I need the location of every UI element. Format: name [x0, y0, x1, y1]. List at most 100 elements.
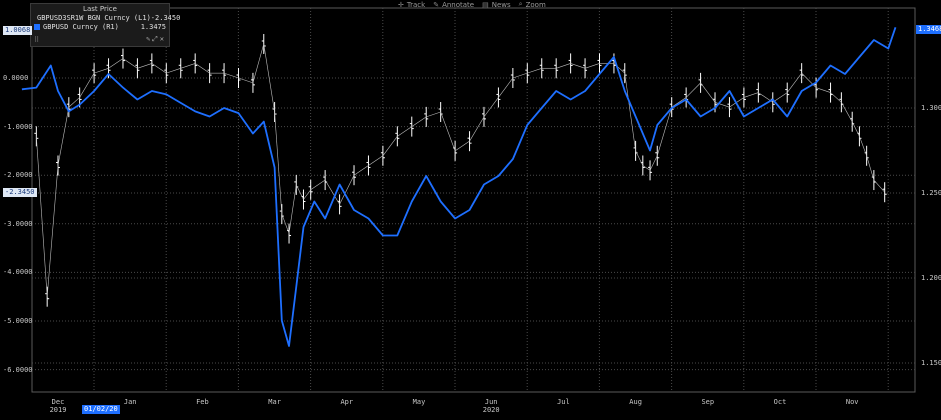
white-series-connector [469, 116, 485, 142]
white-series-connector [411, 116, 427, 127]
legend-controls[interactable]: ✎⤢✕ [146, 35, 166, 44]
left-tick-label: -3.0000 [3, 219, 33, 228]
white-series-connector [786, 72, 802, 93]
white-series-connector [830, 92, 842, 103]
white-series-connector [801, 72, 817, 88]
toolbar-news[interactable]: ▤ News [482, 0, 511, 9]
x-tick-label: Apr [340, 398, 354, 406]
white-series-connector [79, 72, 95, 98]
legend-series-name: GBPUSD3SR1W BGN Curncy (L1) [37, 13, 151, 22]
x-tick-label: Aug [629, 398, 642, 406]
white-series-connector [440, 111, 456, 152]
white-series-connector [656, 107, 672, 156]
edit-icon[interactable]: ✎ [145, 35, 153, 43]
white-series-connector [108, 58, 124, 69]
legend-row-blue[interactable]: GBPUSD Curncy (R1) 1.3475 [31, 22, 169, 31]
toolbar-track[interactable]: ✛ Track [398, 0, 426, 9]
drag-handle-icon[interactable]: ⠿ [34, 36, 40, 44]
white-series-connector [310, 179, 326, 191]
white-series-connector [68, 97, 80, 108]
white-series-connector [483, 97, 499, 118]
white-series-connector [263, 43, 275, 113]
white-series-connector [94, 67, 109, 74]
x-tick-label: Jan [123, 398, 137, 406]
news-icon: ▤ [482, 0, 489, 9]
x-tick-label: Nov [845, 398, 859, 406]
white-series-connector [46, 165, 59, 297]
resize-icon[interactable]: ⤢ [152, 35, 160, 43]
legend-title: Last Price [83, 5, 117, 13]
white-series-connector [859, 136, 867, 156]
x-tick-label: Mar [268, 398, 281, 406]
white-series-connector [454, 140, 470, 152]
white-series-connector [57, 107, 70, 166]
track-icon: ✛ [398, 0, 404, 9]
white-series-connector [624, 73, 636, 151]
white-series-connector [700, 82, 716, 103]
white-series-connector [714, 102, 730, 108]
x-tick-label: Sep [701, 398, 715, 406]
white-series-connector [252, 43, 265, 83]
white-series-connector [288, 184, 297, 234]
white-series-connector [122, 58, 138, 69]
blue-series-line [21, 27, 897, 347]
legend-series-value: 1.3475 [140, 22, 166, 31]
white-series-connector [151, 63, 167, 74]
legend-row-white[interactable]: GBPUSD3SR1W BGN Curncy (L1) -2.3450 [31, 13, 180, 22]
left-tick-label: -6.0000 [3, 365, 33, 374]
white-series-connector [649, 155, 658, 171]
x-tick-label: Jul [557, 398, 570, 406]
toolbar-annotate[interactable]: ✎ Annotate [433, 0, 475, 9]
grid-lines [31, 7, 916, 393]
white-series-connector [180, 63, 196, 69]
white-series-connector [426, 111, 441, 118]
legend-series-value: -2.3450 [150, 13, 181, 22]
right-tick-label: 1.1500 [921, 359, 941, 367]
legend-series-name: GBPUSD Curncy (R1) [43, 22, 119, 31]
white-series-connector [851, 121, 860, 137]
annotate-icon: ✎ [433, 0, 440, 9]
white-series-connector [570, 63, 586, 69]
left-tick-label: -2.0000 [3, 171, 33, 180]
white-series-connector [635, 150, 644, 166]
white-series-connector [303, 189, 311, 200]
chart-legend[interactable]: Last Price GBPUSD3SR1W BGN Curncy (L1) -… [30, 3, 180, 47]
toolbar-zoom[interactable]: ⌕ Zoom [518, 0, 546, 9]
zoom-icon: ⌕ [518, 0, 523, 8]
white-series-connector [642, 165, 651, 171]
blue-series-polyline [21, 27, 897, 347]
left-tick-label: -4.0000 [3, 268, 33, 277]
left-tick-label: 0.0000 [3, 74, 29, 82]
white-series-bars [34, 33, 887, 307]
white-series-connector [397, 126, 412, 137]
white-series-connector [498, 77, 514, 98]
white-series-connector [281, 213, 290, 234]
chart-toolbar: ✛ Track ✎ Annotate ▤ News ⌕ Zoom [398, 0, 546, 9]
x-tick-label: Feb [196, 398, 209, 406]
white-series-connector [295, 184, 304, 200]
white-series-connector [512, 72, 528, 79]
right-tick-label: 1.3000 [921, 104, 941, 112]
x-tick-label: May [412, 398, 426, 406]
white-series-connector [166, 67, 181, 74]
right-tick-label: 1.2000 [921, 274, 941, 282]
close-icon[interactable]: ✕ [159, 35, 166, 43]
white-series-connector [527, 67, 542, 74]
white-series-connector [36, 136, 48, 297]
white-series-connector [137, 63, 152, 69]
x-year-label: 2020 [482, 406, 500, 414]
x-tick-label: Jun [484, 398, 498, 406]
white-series-connector [584, 63, 600, 69]
white-series-connector [238, 77, 254, 84]
white-series-connector [274, 111, 283, 215]
right-tick-label: 1.2500 [921, 189, 941, 197]
white-series-connector [223, 72, 239, 79]
white-series-connector [339, 175, 355, 205]
white-series-connector [368, 155, 384, 166]
x-tick-label: Oct [773, 398, 787, 406]
x-year-label: 2019 [49, 406, 67, 414]
left-tick-label: -1.0000 [3, 122, 33, 131]
white-series-connector [873, 179, 885, 193]
white-series-connector [353, 165, 369, 176]
